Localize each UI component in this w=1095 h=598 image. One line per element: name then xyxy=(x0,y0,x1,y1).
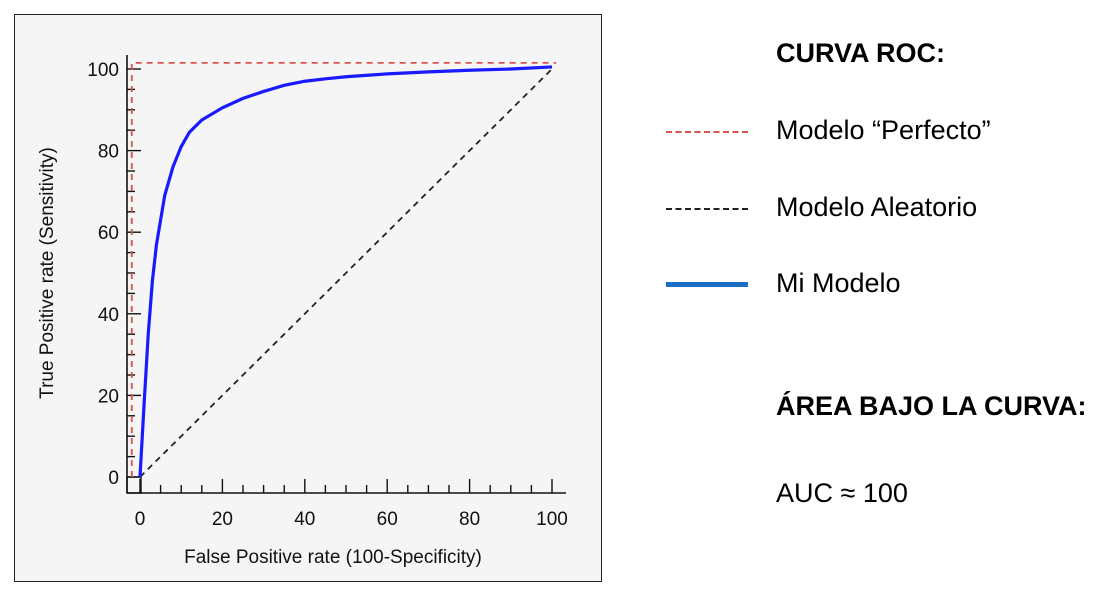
legend-item-random-model: Modelo Aleatorio xyxy=(660,189,1090,229)
y-tick-label: 100 xyxy=(87,60,119,81)
legend-panel: CURVA ROC: Modelo “Perfecto” Modelo Alea… xyxy=(660,0,1090,598)
y-axis-title: True Positive rate (Sensitivity) xyxy=(37,147,58,399)
roc-chart: 0 20 40 60 80 100 0 20 40 60 80 100 False Positive r… xyxy=(37,55,568,568)
legend-item-perfect-model: Modelo “Perfecto” xyxy=(660,112,1090,152)
series-perfect-model-line xyxy=(130,61,557,477)
origin-box xyxy=(126,476,142,494)
legend-item-my-model: Mi Modelo xyxy=(660,265,1090,305)
x-tick-label: 20 xyxy=(212,509,233,530)
legend-label-random: Modelo Aleatorio xyxy=(776,192,978,222)
x-tick-label: 40 xyxy=(294,509,315,530)
x-tick-label: 0 xyxy=(135,509,146,530)
series-my-model-line xyxy=(138,65,553,478)
x-tick-label: 80 xyxy=(459,509,480,530)
auc-value: AUC ≈ 100 xyxy=(776,478,908,508)
legend-label-perfect: Modelo “Perfecto” xyxy=(776,115,991,145)
legend-swatch-random xyxy=(666,208,748,210)
auc-title: ÁREA BAJO LA CURVA: xyxy=(776,391,1087,421)
y-tick-label: 80 xyxy=(98,142,119,163)
series-random-model-line xyxy=(139,68,553,478)
x-tick-label: 100 xyxy=(536,509,568,530)
x-axis-title: False Positive rate (100-Specificity) xyxy=(184,547,482,568)
legend-swatch-perfect xyxy=(666,131,748,133)
y-tick-label: 60 xyxy=(98,223,119,244)
x-tick-label: 60 xyxy=(377,509,398,530)
legend-title: CURVA ROC: xyxy=(776,38,946,68)
legend-swatch-my-model xyxy=(666,282,748,287)
y-tick-label: 40 xyxy=(98,305,119,326)
y-tick-label: 20 xyxy=(98,386,119,407)
roc-chart-frame: 0 20 40 60 80 100 0 20 40 60 80 100 False Positive r… xyxy=(14,14,602,582)
y-tick-label: 0 xyxy=(108,468,119,489)
legend-label-my-model: Mi Modelo xyxy=(776,268,901,298)
